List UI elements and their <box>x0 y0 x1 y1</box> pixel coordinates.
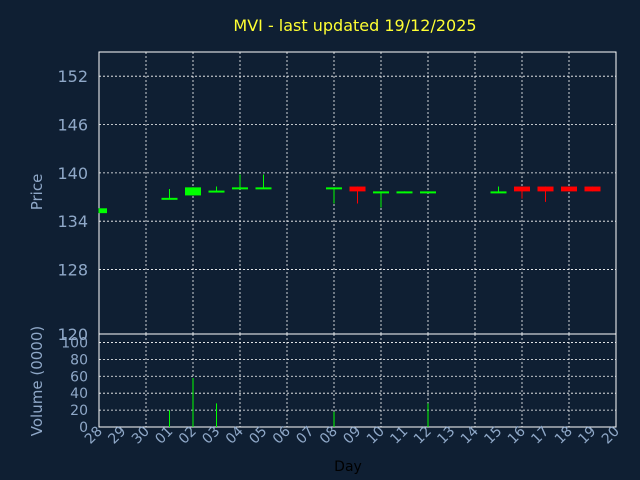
candle-body <box>232 187 248 190</box>
candle-body <box>208 190 225 193</box>
price-tick-label: 140 <box>57 164 88 183</box>
price-tick-labels: 152 146 140 134 128 120 <box>57 67 88 344</box>
volume-axis-label: Volume (0000) <box>28 326 46 436</box>
candle-body <box>349 186 366 192</box>
volume-plot-frame <box>98 333 617 428</box>
candle-body <box>255 187 272 190</box>
candle-body <box>514 186 530 192</box>
volume-tick-label: 80 <box>70 352 88 368</box>
price-tick-label: 134 <box>57 212 88 231</box>
candle-body <box>561 186 577 192</box>
candle-body <box>373 191 389 194</box>
candle-body <box>490 191 507 194</box>
volume-grid <box>98 333 617 428</box>
candle-body <box>537 186 554 192</box>
price-tick-label: 128 <box>57 261 88 280</box>
candle-body <box>185 187 201 196</box>
candle-body <box>99 208 107 214</box>
volume-tick-label: 100 <box>61 335 88 351</box>
candle-body <box>584 186 601 192</box>
candle-body <box>396 191 413 194</box>
x-tick-labels: 28 29 30 01 02 03 04 05 06 07 08 09 10 11 12 13 14 15 16 17… <box>82 423 623 447</box>
volume-tick-label: 40 <box>70 386 88 402</box>
price-axis-label: Price <box>28 174 46 211</box>
chart-title: MVI - last updated 19/12/2025 <box>233 16 476 35</box>
x-axis-label: Day <box>334 459 362 475</box>
volume-tick-label: 0 <box>79 420 88 436</box>
price-tick-label: 120 <box>57 325 88 344</box>
volume-tick-label: 20 <box>70 403 88 419</box>
candle-body <box>420 191 436 194</box>
price-tick-label: 146 <box>57 116 88 135</box>
candle-body <box>326 187 342 190</box>
candle-body <box>161 197 178 200</box>
price-tick-label: 152 <box>57 67 88 86</box>
volume-tick-label: 60 <box>70 369 88 385</box>
volume-bars <box>169 377 429 427</box>
candlesticks <box>98 174 601 214</box>
